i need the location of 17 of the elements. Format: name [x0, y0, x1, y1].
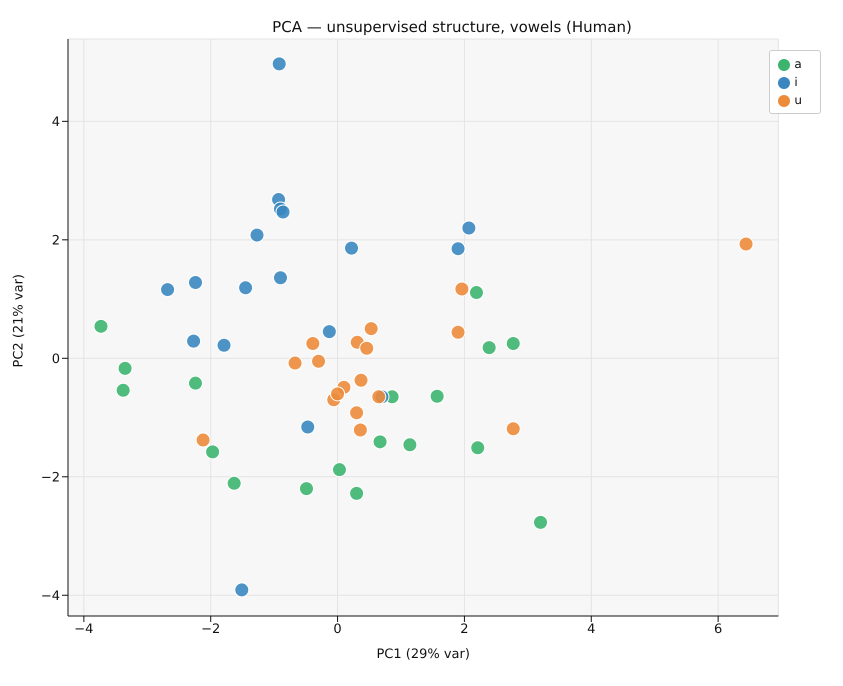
- x-tick-label: −4: [74, 622, 94, 638]
- chart-title: PCA — unsupervised structure, vowels (Human): [271, 18, 633, 36]
- y-tick-label: 2: [52, 233, 60, 248]
- x-tick-label: 2: [460, 622, 469, 638]
- x-axis-title: PC1 (29% var): [376, 647, 470, 662]
- legend-label: u: [794, 93, 802, 107]
- x-tick-label: −2: [201, 622, 220, 638]
- legend-label: i: [794, 75, 798, 89]
- y-tick-label: 0: [52, 352, 60, 367]
- x-tick-label: 6: [714, 622, 722, 638]
- x-tick-label: 4: [587, 622, 596, 638]
- y-tick-label: −2: [40, 470, 60, 486]
- y-tick-label: −4: [40, 588, 60, 604]
- x-tick-label: 0: [333, 622, 342, 638]
- legend-label: a: [794, 57, 802, 71]
- y-tick-label: 4: [52, 114, 60, 130]
- y-axis-title: PC2 (21% var): [12, 274, 27, 368]
